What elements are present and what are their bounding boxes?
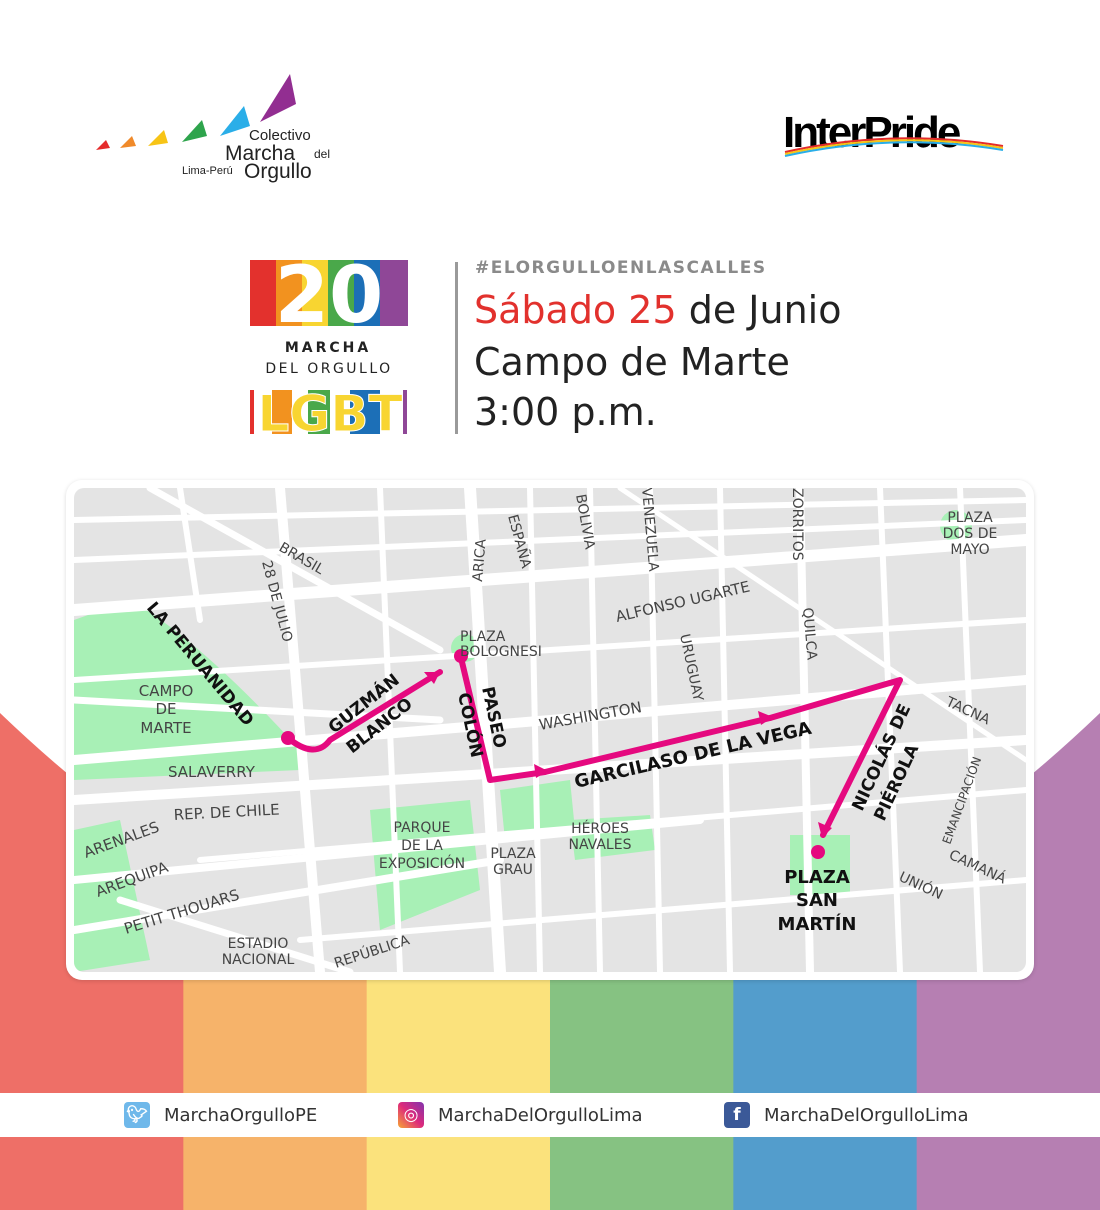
interpride-logo: InterPride bbox=[783, 108, 1008, 158]
divider bbox=[455, 262, 458, 434]
colectivo-marcha-logo: Colectivo Marcha del Lima-Perú Orgullo bbox=[92, 72, 352, 192]
label-plaza-dos-mayo-3: MAYO bbox=[950, 542, 989, 558]
label-campo-marte-3: MARTE bbox=[140, 719, 191, 737]
label-estadio-1: ESTADIO bbox=[228, 936, 289, 952]
social-bar: 🐦︎ MarchaOrgulloPE ◎ MarchaDelOrgulloLim… bbox=[0, 1093, 1100, 1137]
label-estadio-2: NACIONAL bbox=[222, 952, 295, 968]
badge-line2: DEL ORGULLO bbox=[265, 361, 392, 377]
parks bbox=[74, 510, 972, 972]
arrow-icon bbox=[534, 764, 548, 778]
park-san-martin bbox=[790, 835, 850, 895]
event-date-month: de Junio bbox=[676, 288, 842, 332]
badge-line1: MARCHA bbox=[285, 340, 371, 356]
march-20-badge: 20 MARCHA DEL ORGULLO LGBT bbox=[250, 251, 408, 444]
logo-orgullo: Orgullo bbox=[244, 160, 312, 183]
park-campo-de-marte bbox=[74, 600, 300, 780]
rainbow-20-graphic: 20 MARCHA DEL ORGULLO LGBT bbox=[250, 251, 408, 444]
label-plaza-dos-mayo-1: PLAZA bbox=[947, 510, 993, 526]
event-date-highlight: Sábado 25 bbox=[474, 288, 677, 332]
label-san-martin-3: MARTÍN bbox=[778, 913, 857, 935]
route-segment-paseo-colon bbox=[459, 659, 548, 783]
arrow-icon bbox=[818, 822, 832, 838]
logo-lima-peru: Lima-Perú bbox=[182, 165, 233, 177]
arrow-icon bbox=[424, 672, 440, 684]
route-map: BRASIL 28 DE JULIO ARICA ESPAÑA BOLIVIA … bbox=[66, 480, 1034, 980]
social-instagram[interactable]: ◎ MarchaDelOrgulloLima bbox=[398, 1102, 643, 1128]
label-plaza-dos-mayo-2: DOS DE bbox=[943, 526, 998, 542]
route-segment-garcilaso bbox=[542, 715, 773, 775]
park-left bbox=[74, 820, 150, 972]
instagram-handle: MarchaDelOrgulloLima bbox=[438, 1104, 643, 1126]
label-plaza-bolognesi-2: BOLOGNESI bbox=[460, 644, 542, 660]
label-arica: ARICA bbox=[470, 538, 490, 582]
event-date: Sábado 25 de Junio bbox=[474, 288, 841, 332]
label-parque-expo-3: EXPOSICIÓN bbox=[379, 854, 465, 872]
twitter-icon: 🐦︎ bbox=[124, 1102, 150, 1128]
facebook-handle: MarchaDelOrgulloLima bbox=[764, 1104, 969, 1126]
label-campo-marte-2: DE bbox=[155, 700, 176, 718]
twitter-handle: MarchaOrgulloPE bbox=[164, 1104, 318, 1126]
label-plaza-bolognesi-1: PLAZA bbox=[460, 629, 506, 645]
logo-colectivo: Colectivo bbox=[249, 127, 311, 144]
label-parque-expo-2: DE LA bbox=[401, 838, 443, 854]
social-facebook[interactable]: f MarchaDelOrgulloLima bbox=[724, 1102, 969, 1128]
end-marker bbox=[811, 845, 825, 859]
logo-marcha: Marcha bbox=[225, 142, 296, 165]
label-venezuela: VENEZUELA bbox=[638, 488, 661, 573]
label-quilca: QUILCA bbox=[799, 607, 820, 661]
start-marker bbox=[281, 731, 295, 745]
badge-number: 20 bbox=[275, 260, 384, 341]
route-segment-nicolas-pierola bbox=[767, 677, 903, 838]
label-salaverry: SALAVERRY bbox=[168, 763, 256, 781]
map-canvas: BRASIL 28 DE JULIO ARICA ESPAÑA BOLIVIA … bbox=[74, 488, 1026, 972]
social-twitter[interactable]: 🐦︎ MarchaOrgulloPE bbox=[124, 1102, 317, 1128]
rainbow-swoosh-icon bbox=[784, 137, 1004, 157]
label-rep-chile: REP. DE CHILE bbox=[173, 800, 280, 824]
label-san-martin-2: SAN bbox=[796, 890, 838, 911]
label-heroes-2: NAVALES bbox=[569, 837, 632, 853]
arrow-icon bbox=[758, 711, 773, 725]
butterflies-icon bbox=[96, 74, 296, 150]
route-markers bbox=[281, 649, 832, 859]
event-place: Campo de Marte bbox=[474, 340, 790, 384]
hashtag: #ELORGULLOENLASCALLES bbox=[475, 258, 767, 278]
label-zorritos: ZORRITOS bbox=[789, 488, 805, 561]
logo-del: del bbox=[314, 147, 331, 161]
label-san-martin-1: PLAZA bbox=[784, 867, 850, 888]
label-heroes-1: HÉROES bbox=[571, 820, 629, 837]
badge-lgbt: LGBT bbox=[257, 385, 402, 436]
facebook-icon: f bbox=[724, 1102, 750, 1128]
bolognesi-marker bbox=[454, 649, 468, 663]
label-parque-expo-1: PARQUE bbox=[394, 820, 451, 836]
label-plaza-grau-2: GRAU bbox=[493, 862, 533, 878]
label-plaza-grau-1: PLAZA bbox=[490, 846, 536, 862]
label-campo-marte-1: CAMPO bbox=[139, 682, 194, 700]
event-time: 3:00 p.m. bbox=[474, 390, 657, 434]
instagram-icon: ◎ bbox=[398, 1102, 424, 1128]
